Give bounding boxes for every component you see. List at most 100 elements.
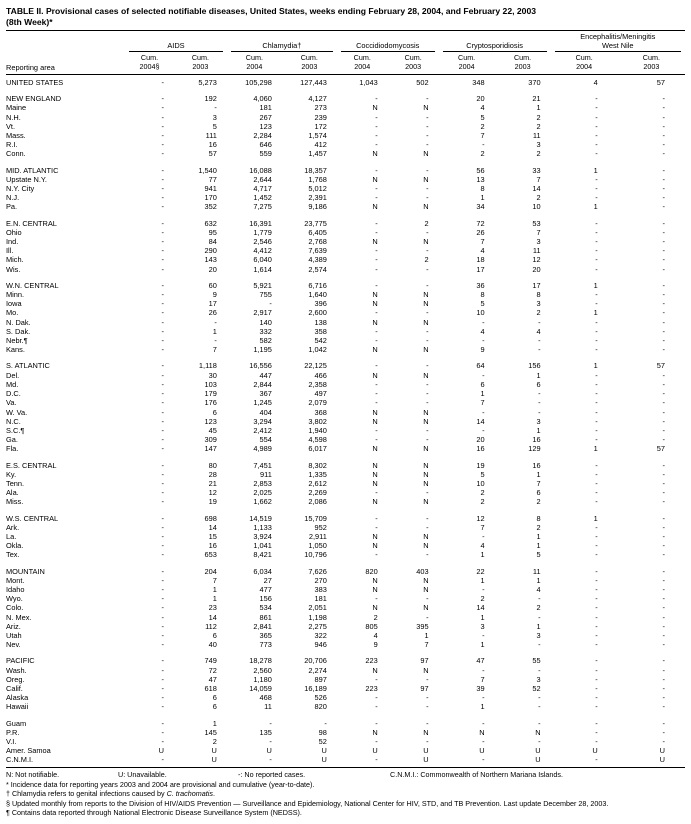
row-wyo: Wyo. - 1 156 181 - - 2 - - - bbox=[6, 594, 685, 603]
row-wash: Wash. - 72 2,560 2,274 N N - - - - bbox=[6, 666, 685, 675]
cell-west-nile-2003: - bbox=[662, 237, 665, 247]
cell-cocci-2004: - bbox=[375, 121, 378, 131]
cell-crypto-2003: 2 bbox=[536, 121, 541, 131]
cell-cocci-2004: N bbox=[372, 370, 378, 380]
cell-cocci-2004: N bbox=[372, 299, 378, 309]
cell-chlamydia-2003: 181 bbox=[314, 594, 327, 604]
cell-west-nile-2003: - bbox=[662, 594, 665, 604]
cell-cocci-2003: - bbox=[426, 693, 429, 703]
cell-crypto-2003: 6 bbox=[536, 488, 541, 498]
row-v-i: V.I. - 2 - 52 - - - - - - bbox=[6, 737, 685, 746]
cell-west-nile-2004: 1 bbox=[593, 444, 598, 454]
row-idaho: Idaho - 1 477 383 N N - 4 - - bbox=[6, 585, 685, 594]
cell-crypto-2004: 6 bbox=[480, 379, 485, 389]
row-label: Idaho bbox=[6, 584, 25, 594]
cell-cocci-2003: - bbox=[426, 674, 429, 684]
section-spacer-cell bbox=[6, 354, 685, 361]
cell-crypto-2003: 1 bbox=[536, 425, 541, 435]
cell-cocci-2004: 4 bbox=[373, 630, 378, 640]
cell-aids-2004: - bbox=[161, 531, 164, 541]
cell-chlamydia-2004: 135 bbox=[259, 727, 272, 737]
cell-cocci-2004: - bbox=[375, 326, 378, 336]
cell-west-nile-2004: - bbox=[595, 112, 598, 122]
cell-chlamydia-2003: 2,391 bbox=[308, 193, 327, 203]
row-ind: Ind. - 84 2,546 2,768 N N 7 3 - - bbox=[6, 237, 685, 246]
row-label: V.I. bbox=[6, 737, 17, 746]
cell-west-nile-2003: - bbox=[662, 149, 665, 159]
cell-chlamydia-2004: 1,614 bbox=[253, 264, 272, 274]
cell-west-nile-2004: - bbox=[595, 336, 598, 346]
cell-crypto-2004: 64 bbox=[476, 361, 485, 371]
cell-cocci-2003: 2 bbox=[424, 255, 429, 265]
cell-aids-2003: 17 bbox=[208, 299, 217, 309]
cell-cocci-2003: N bbox=[423, 603, 429, 613]
cell-aids-2004: - bbox=[161, 656, 164, 666]
cell-crypto-2003: 11 bbox=[532, 131, 541, 141]
cell-aids-2004: - bbox=[161, 308, 164, 318]
cell-west-nile-2003: 57 bbox=[656, 444, 665, 454]
cell-west-nile-2003: - bbox=[662, 94, 665, 104]
row-ga: Ga. - 309 554 4,598 - - 20 16 - - bbox=[6, 435, 685, 444]
cell-crypto-2003: - bbox=[538, 718, 541, 728]
row-label: La. bbox=[6, 531, 17, 541]
cell-aids-2004: - bbox=[161, 149, 164, 159]
cell-chlamydia-2003: 897 bbox=[314, 674, 327, 684]
row-label: N.Y. City bbox=[6, 184, 35, 194]
cell-chlamydia-2003: 15,709 bbox=[304, 513, 327, 523]
cell-west-nile-2003: - bbox=[662, 727, 665, 737]
cell-chlamydia-2003: 368 bbox=[314, 407, 327, 417]
cell-crypto-2004: 2 bbox=[480, 594, 485, 604]
cell-crypto-2003: 8 bbox=[536, 513, 541, 523]
cell-west-nile-2004: - bbox=[595, 718, 598, 728]
cell-west-nile-2004: - bbox=[595, 326, 598, 336]
cell-west-nile-2003: - bbox=[662, 522, 665, 532]
cell-aids-2004: - bbox=[161, 336, 164, 346]
cell-west-nile-2003: - bbox=[662, 255, 665, 265]
section-spacer bbox=[6, 354, 685, 361]
cell-cocci-2004: - bbox=[375, 227, 378, 237]
cell-crypto-2004: 348 bbox=[472, 78, 485, 87]
cell-west-nile-2003: - bbox=[662, 193, 665, 203]
cell-cocci-2003: N bbox=[423, 103, 429, 113]
cell-crypto-2003: 4 bbox=[536, 584, 541, 594]
cell-aids-2004: - bbox=[161, 280, 164, 290]
cell-west-nile-2004: - bbox=[595, 425, 598, 435]
cell-chlamydia-2003: 2,768 bbox=[308, 237, 327, 247]
cell-crypto-2003: 1 bbox=[536, 103, 541, 113]
cell-crypto-2003: 11 bbox=[532, 566, 541, 576]
cell-aids-2003: 26 bbox=[208, 308, 217, 318]
cell-west-nile-2004: 1 bbox=[593, 308, 598, 318]
cell-chlamydia-2004: 1,452 bbox=[253, 193, 272, 203]
cell-cocci-2004: N bbox=[372, 478, 378, 488]
cell-aids-2004: - bbox=[161, 522, 164, 532]
cell-cocci-2003: - bbox=[426, 165, 429, 175]
cell-cocci-2003: - bbox=[426, 488, 429, 498]
row-amer-samoa: Amer. Samoa U U U U U U U U U U bbox=[6, 746, 685, 755]
row-label: MID. ATLANTIC bbox=[6, 165, 59, 175]
row-label: MOUNTAIN bbox=[6, 566, 45, 576]
cell-crypto-2004: 13 bbox=[476, 174, 485, 184]
cell-aids-2003: 40 bbox=[208, 640, 217, 650]
cell-west-nile-2004: - bbox=[595, 460, 598, 470]
cell-crypto-2003: - bbox=[538, 407, 541, 417]
cell-chlamydia-2004: 477 bbox=[259, 584, 272, 594]
cell-crypto-2004: - bbox=[482, 693, 485, 703]
cell-chlamydia-2003: - bbox=[324, 718, 327, 728]
col-header-crypto-cum-2004: Cum. 2004 bbox=[438, 52, 495, 76]
row-label: Mo. bbox=[6, 308, 19, 318]
group-crypto-line2: Cryptosporidiosis bbox=[466, 40, 523, 50]
cell-chlamydia-2003: 2,274 bbox=[308, 665, 327, 675]
cell-west-nile-2004: - bbox=[595, 193, 598, 203]
cell-crypto-2003: U bbox=[535, 755, 541, 765]
cell-aids-2003: 309 bbox=[204, 435, 217, 445]
cell-cocci-2004: 223 bbox=[365, 656, 378, 666]
row-kans: Kans. - 7 1,195 1,042 N N 9 - - - bbox=[6, 345, 685, 354]
cell-west-nile-2003: - bbox=[662, 317, 665, 327]
cell-cocci-2003: N bbox=[423, 497, 429, 507]
cell-aids-2003: 7 bbox=[212, 345, 217, 355]
cell-chlamydia-2004: 2,841 bbox=[253, 621, 272, 631]
cell-crypto-2003: 3 bbox=[536, 630, 541, 640]
cell-cocci-2004: - bbox=[375, 389, 378, 399]
row-del: Del. - 30 447 466 N N - 1 - - bbox=[6, 371, 685, 380]
cell-cocci-2003: - bbox=[426, 361, 429, 371]
